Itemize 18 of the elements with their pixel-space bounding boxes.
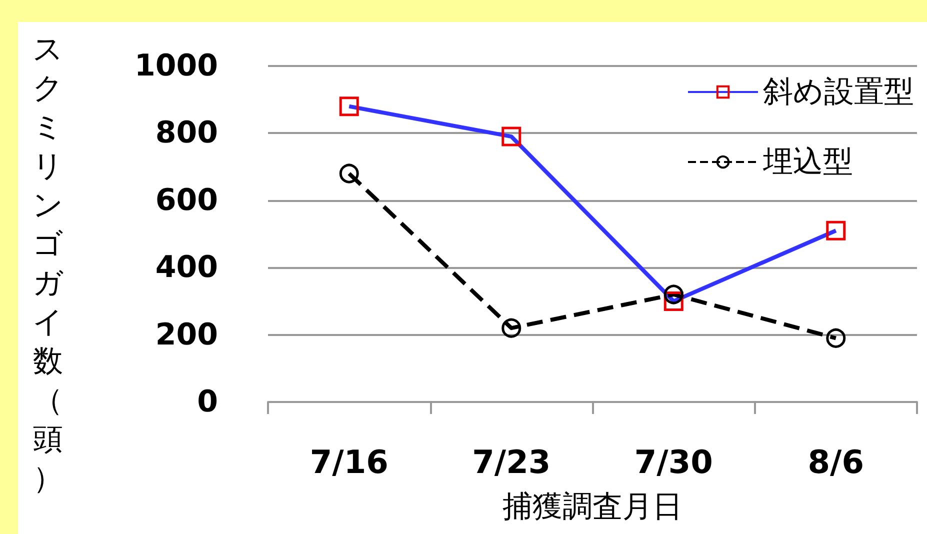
legend-label: 斜め設置型 bbox=[763, 74, 914, 110]
y-tick-label: 400 bbox=[155, 250, 218, 286]
y-tick-label: 0 bbox=[197, 384, 218, 420]
point bbox=[664, 284, 684, 304]
x-tick-label: 7/30 bbox=[634, 443, 713, 481]
y-tick-label: 1000 bbox=[134, 48, 218, 84]
point bbox=[826, 328, 846, 348]
y-tick-label: 600 bbox=[155, 182, 218, 218]
point bbox=[502, 318, 522, 338]
point bbox=[339, 164, 359, 184]
legend-label: 埋込型 bbox=[762, 144, 853, 180]
x-tick-label: 8/6 bbox=[808, 443, 864, 481]
x-tick-label: 7/16 bbox=[310, 443, 388, 481]
text: スクミリンゴガイ数（頭） bbox=[32, 32, 64, 496]
x-tick-label: 7/23 bbox=[472, 443, 551, 481]
x-axis-title: 捕獲調査月日 bbox=[502, 490, 682, 524]
y-tick-label: 200 bbox=[155, 317, 218, 352]
y-tick-label: 800 bbox=[155, 116, 218, 151]
